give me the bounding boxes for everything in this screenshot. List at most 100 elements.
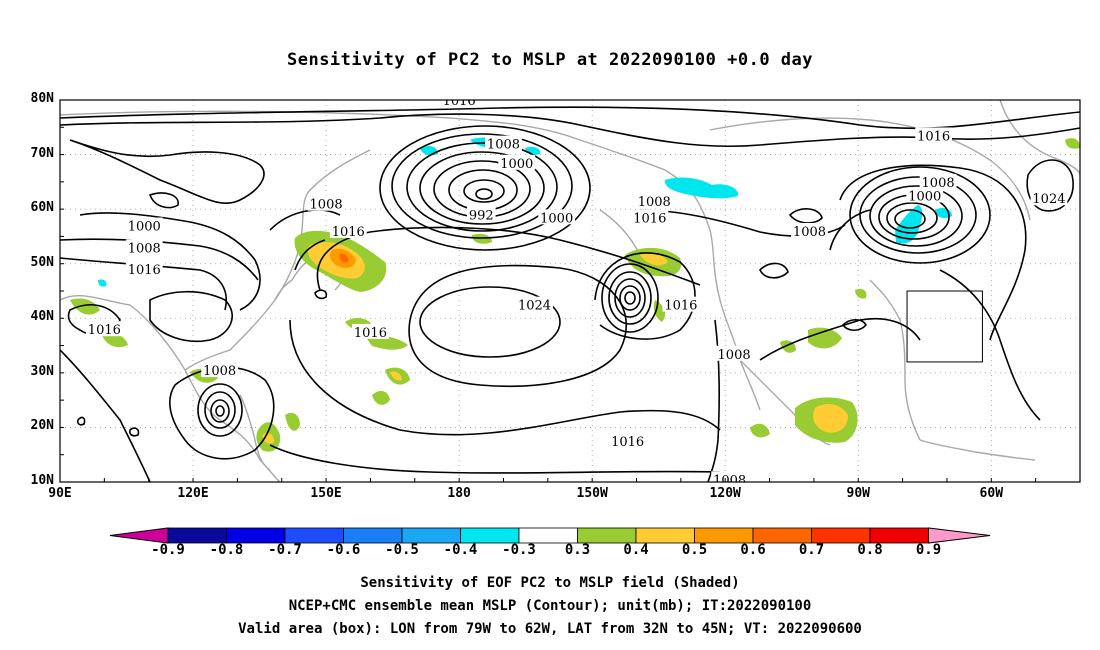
colorbar-swatch	[518, 527, 578, 544]
colorbar-swatch	[811, 527, 871, 544]
contour-label: 992	[469, 209, 494, 224]
lat-tick-label: 30N	[30, 363, 54, 379]
contour-label-bg	[516, 296, 553, 312]
contour-label-bg	[711, 471, 749, 482]
contour-label: 1016	[443, 94, 476, 109]
contour-label-bg	[919, 173, 957, 189]
colorbar-swatch	[284, 527, 344, 544]
contour-label: 1016	[917, 129, 950, 144]
contour-label: 1008	[310, 198, 343, 213]
lon-tick-label: 90W	[846, 486, 870, 501]
colorbar-label: 0.3	[564, 542, 591, 558]
lon-tick-label: 120W	[709, 486, 741, 501]
colorbar-label: 0.5	[681, 542, 708, 558]
contour-label: 1008	[718, 348, 751, 363]
lat-tick-label: 10N	[30, 473, 54, 488]
lat-tick-label: 60N	[30, 200, 54, 216]
colorbar-label: -0.3	[502, 542, 536, 558]
contour-label-bg	[609, 433, 647, 449]
contour-label-bg	[125, 261, 163, 277]
contour-label-bg	[467, 206, 496, 222]
colorbar-swatch	[869, 527, 929, 544]
contour-label: 1008	[713, 473, 746, 488]
colorbar-label: 0.9	[915, 542, 942, 558]
contour-label: 1024	[1032, 192, 1065, 207]
contour-label: 1008	[638, 195, 671, 210]
lat-tick-label: 20N	[30, 418, 54, 434]
caption-line-3: Valid area (box): LON from 79W to 62W, L…	[238, 621, 862, 637]
contour-label-bg	[440, 100, 478, 107]
colorbar-swatch	[694, 527, 754, 544]
contour-label: 1016	[332, 225, 365, 240]
colorbar-swatch	[460, 527, 520, 544]
colorbar-swatch	[577, 527, 637, 544]
colorbar	[109, 527, 991, 544]
colorbar-high-arrow	[928, 527, 991, 544]
colorbar-low-arrow	[109, 527, 169, 544]
colorbar-swatch	[226, 527, 286, 544]
lon-tick-label: 180	[447, 486, 471, 501]
lat-tick-label: 50N	[30, 254, 54, 270]
contour-label-bg	[485, 135, 522, 151]
contour-label: 1016	[611, 435, 644, 450]
caption-line-1: Sensitivity of EOF PC2 to MSLP field (Sh…	[360, 575, 740, 591]
colorbar-swatch	[167, 527, 227, 544]
colorbar-label: -0.9	[151, 542, 185, 558]
contour-label-bg	[538, 209, 576, 225]
contour-label-bg	[498, 154, 536, 170]
sensitivity-shading	[70, 137, 1080, 452]
lat-tick-label: 70N	[30, 145, 54, 161]
colorbar-label: 0.8	[857, 542, 883, 558]
contour-label-bg	[85, 321, 123, 337]
contour-label-bg	[715, 345, 753, 361]
colorbar-label: -0.4	[443, 542, 478, 558]
contour-label-bg	[307, 195, 345, 211]
colorbar-swatch	[635, 527, 695, 544]
lon-tick-label: 120E	[177, 486, 209, 501]
contour-label: 1008	[487, 138, 520, 153]
mslp-contours	[60, 106, 1080, 482]
contour-label: 1016	[128, 263, 161, 278]
contour-label-bg	[635, 192, 673, 208]
lon-tick-label: 150E	[310, 486, 342, 501]
lon-tick-label: 60W	[979, 486, 1004, 501]
colorbar-label: -0.7	[268, 542, 302, 558]
contour-label-bg	[352, 323, 389, 339]
colorbar-label: -0.6	[326, 542, 361, 558]
contour-label: 1000	[908, 190, 941, 205]
contour-label: 1016	[354, 326, 387, 341]
contour-label-bg	[201, 362, 239, 378]
contour-label-bg	[662, 296, 700, 312]
lat-tick-label: 40N	[30, 309, 54, 325]
contour-label: 1024	[518, 299, 551, 314]
contour-label-bg	[125, 239, 163, 255]
contour-label-bg	[1030, 190, 1068, 206]
caption-line-2: NCEP+CMC ensemble mean MSLP (Contour); u…	[288, 598, 812, 614]
lat-tick-label: 80N	[30, 91, 54, 106]
contour-label: 1016	[633, 211, 666, 226]
lon-tick-label: 90E	[48, 486, 72, 501]
colorbar-label: 0.6	[740, 542, 766, 558]
valid-area-box	[906, 290, 983, 363]
colorbar-swatch	[752, 527, 812, 544]
lon-tick-label: 150W	[576, 486, 608, 501]
contour-label: 1000	[500, 157, 533, 172]
contour-label: 1008	[203, 364, 236, 379]
contour-label: 1008	[922, 176, 955, 191]
contour-label-bg	[791, 222, 828, 238]
colorbar-label: 0.4	[623, 542, 649, 558]
contour-label-bg	[329, 222, 367, 238]
contour-label-bg	[631, 209, 669, 225]
contour-label-bg	[125, 217, 163, 233]
contour-label: 1008	[128, 241, 161, 256]
contour-label: 1016	[88, 323, 121, 338]
colorbar-label: -0.8	[209, 542, 244, 558]
colorbar-label: 0.7	[798, 542, 825, 558]
contour-label: 1000	[540, 211, 573, 226]
colorbar-swatch	[401, 527, 461, 544]
contour-label-bg	[915, 127, 953, 143]
colorbar-label: -0.5	[385, 542, 419, 558]
contour-label: 1008	[793, 225, 826, 240]
